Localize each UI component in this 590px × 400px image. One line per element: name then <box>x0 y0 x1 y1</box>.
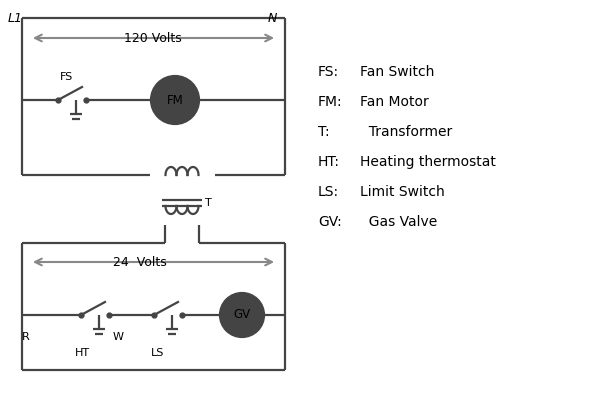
Text: W: W <box>113 332 124 342</box>
Text: FS: FS <box>60 72 73 82</box>
Text: FS:: FS: <box>318 65 339 79</box>
Text: R: R <box>22 332 30 342</box>
Text: Transformer: Transformer <box>360 125 453 139</box>
Text: Gas Valve: Gas Valve <box>360 215 437 229</box>
Text: 120 Volts: 120 Volts <box>124 32 182 44</box>
Circle shape <box>151 76 199 124</box>
Text: FM:: FM: <box>318 95 343 109</box>
Text: Limit Switch: Limit Switch <box>360 185 445 199</box>
Text: N: N <box>268 12 277 25</box>
Text: HT: HT <box>74 348 90 358</box>
Text: GV: GV <box>234 308 251 322</box>
Text: T: T <box>205 198 212 208</box>
Text: LS: LS <box>151 348 165 358</box>
Circle shape <box>220 293 264 337</box>
Text: Heating thermostat: Heating thermostat <box>360 155 496 169</box>
Text: HT:: HT: <box>318 155 340 169</box>
Text: 24  Volts: 24 Volts <box>113 256 167 268</box>
Text: L1: L1 <box>8 12 23 25</box>
Text: Fan Switch: Fan Switch <box>360 65 434 79</box>
Text: GV:: GV: <box>318 215 342 229</box>
Text: Fan Motor: Fan Motor <box>360 95 429 109</box>
Text: LS:: LS: <box>318 185 339 199</box>
Text: T:: T: <box>318 125 330 139</box>
Text: FM: FM <box>166 94 183 106</box>
